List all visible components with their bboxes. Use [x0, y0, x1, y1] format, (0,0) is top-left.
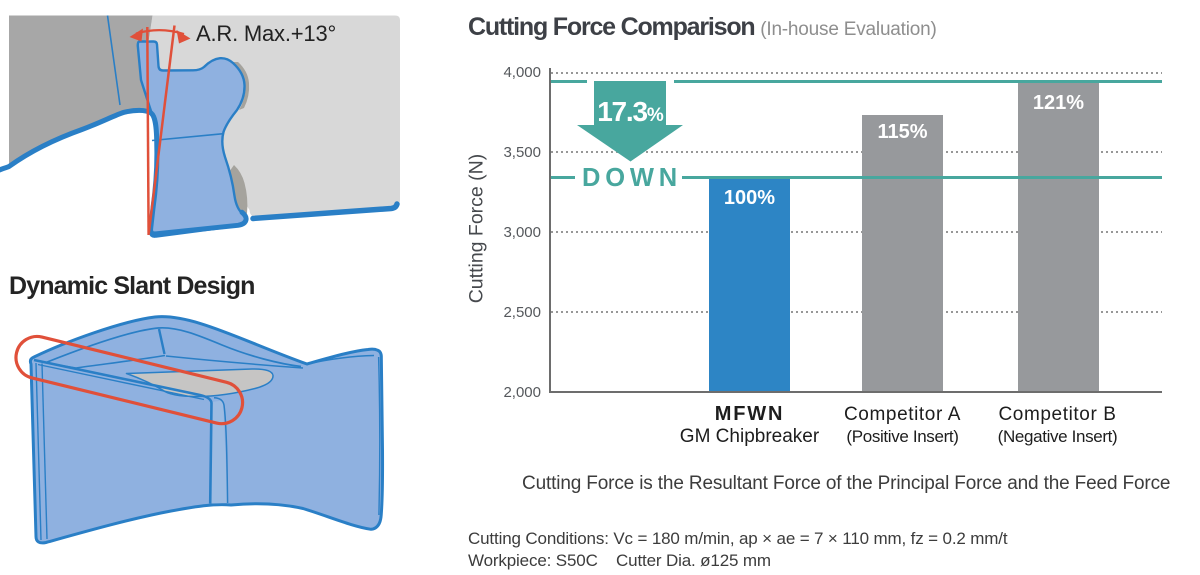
svg-text:A.R. Max.+13°: A.R. Max.+13°	[196, 21, 336, 46]
